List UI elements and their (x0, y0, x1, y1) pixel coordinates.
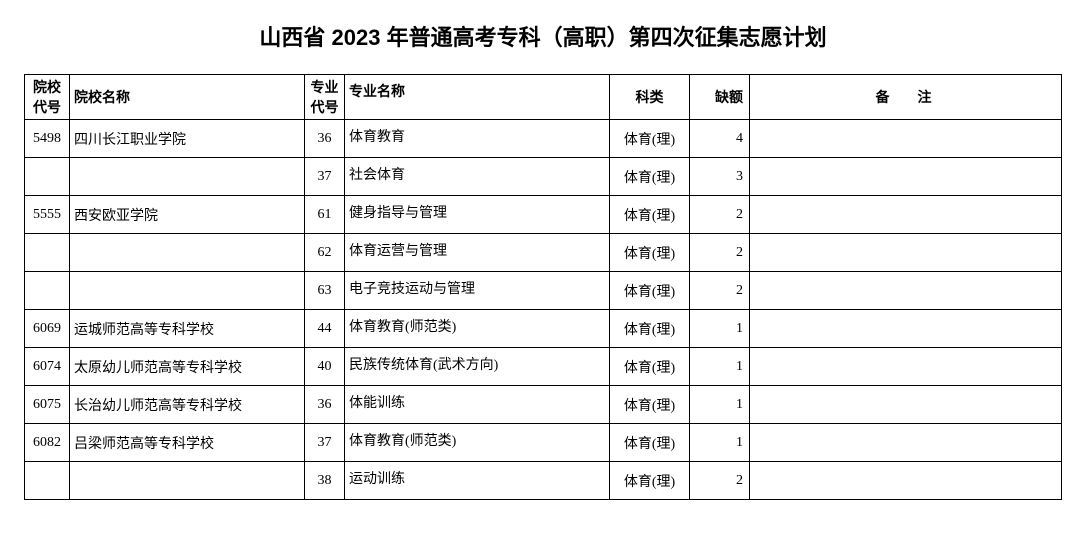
cell-subject: 体育(理) (610, 462, 690, 500)
cell-remark (750, 348, 1062, 386)
cell-subject: 体育(理) (610, 234, 690, 272)
header-row: 院校代号 院校名称 专业代号 专业名称 科类 缺额 备注 (25, 75, 1062, 120)
cell-major-code: 44 (305, 310, 345, 348)
cell-school-name: 长治幼儿师范高等专科学校 (70, 386, 305, 424)
cell-remark (750, 310, 1062, 348)
table-row: 37社会体育体育(理)3 (25, 158, 1062, 196)
cell-subject: 体育(理) (610, 386, 690, 424)
cell-vacancy: 4 (690, 120, 750, 158)
cell-remark (750, 158, 1062, 196)
table-row: 63电子竞技运动与管理体育(理)2 (25, 272, 1062, 310)
cell-subject: 体育(理) (610, 120, 690, 158)
cell-school-code: 6074 (25, 348, 70, 386)
cell-remark (750, 196, 1062, 234)
col-header-major-name: 专业名称 (345, 75, 610, 120)
cell-school-name (70, 272, 305, 310)
col-header-subject: 科类 (610, 75, 690, 120)
cell-major-code: 40 (305, 348, 345, 386)
col-header-major-code: 专业代号 (305, 75, 345, 120)
cell-vacancy: 2 (690, 462, 750, 500)
cell-school-code (25, 158, 70, 196)
cell-vacancy: 2 (690, 196, 750, 234)
cell-school-code: 6082 (25, 424, 70, 462)
cell-school-name (70, 462, 305, 500)
cell-school-code (25, 462, 70, 500)
cell-school-code: 5555 (25, 196, 70, 234)
cell-major-name: 运动训练 (345, 462, 610, 500)
cell-major-code: 36 (305, 120, 345, 158)
cell-school-name (70, 234, 305, 272)
cell-major-name: 社会体育 (345, 158, 610, 196)
cell-vacancy: 2 (690, 234, 750, 272)
cell-subject: 体育(理) (610, 272, 690, 310)
page-title: 山西省 2023 年普通高考专科（高职）第四次征集志愿计划 (24, 20, 1062, 52)
table-row: 6069运城师范高等专科学校44体育教育(师范类)体育(理)1 (25, 310, 1062, 348)
cell-major-name: 电子竞技运动与管理 (345, 272, 610, 310)
plan-table: 院校代号 院校名称 专业代号 专业名称 科类 缺额 备注 5498四川长江职业学… (24, 74, 1062, 500)
cell-major-name: 体育运营与管理 (345, 234, 610, 272)
cell-major-code: 36 (305, 386, 345, 424)
cell-subject: 体育(理) (610, 424, 690, 462)
cell-school-code: 6069 (25, 310, 70, 348)
cell-remark (750, 386, 1062, 424)
table-row: 6082吕梁师范高等专科学校37体育教育(师范类)体育(理)1 (25, 424, 1062, 462)
cell-school-name: 吕梁师范高等专科学校 (70, 424, 305, 462)
col-header-school-name: 院校名称 (70, 75, 305, 120)
cell-major-code: 37 (305, 424, 345, 462)
cell-vacancy: 1 (690, 386, 750, 424)
cell-subject: 体育(理) (610, 158, 690, 196)
cell-major-name: 体育教育(师范类) (345, 424, 610, 462)
cell-school-name: 太原幼儿师范高等专科学校 (70, 348, 305, 386)
cell-major-code: 62 (305, 234, 345, 272)
cell-major-name: 体育教育(师范类) (345, 310, 610, 348)
cell-remark (750, 120, 1062, 158)
cell-vacancy: 3 (690, 158, 750, 196)
cell-subject: 体育(理) (610, 348, 690, 386)
cell-school-name: 运城师范高等专科学校 (70, 310, 305, 348)
cell-major-name: 体能训练 (345, 386, 610, 424)
cell-remark (750, 462, 1062, 500)
cell-vacancy: 2 (690, 272, 750, 310)
col-header-school-code: 院校代号 (25, 75, 70, 120)
col-header-remark: 备注 (750, 75, 1062, 120)
cell-remark (750, 234, 1062, 272)
cell-subject: 体育(理) (610, 310, 690, 348)
table-row: 5555西安欧亚学院61健身指导与管理体育(理)2 (25, 196, 1062, 234)
cell-remark (750, 272, 1062, 310)
cell-school-code (25, 272, 70, 310)
cell-vacancy: 1 (690, 348, 750, 386)
cell-subject: 体育(理) (610, 196, 690, 234)
cell-school-code: 5498 (25, 120, 70, 158)
cell-major-code: 37 (305, 158, 345, 196)
cell-major-code: 63 (305, 272, 345, 310)
cell-vacancy: 1 (690, 310, 750, 348)
table-row: 6074太原幼儿师范高等专科学校40民族传统体育(武术方向)体育(理)1 (25, 348, 1062, 386)
cell-major-name: 体育教育 (345, 120, 610, 158)
cell-remark (750, 424, 1062, 462)
cell-vacancy: 1 (690, 424, 750, 462)
table-row: 38运动训练体育(理)2 (25, 462, 1062, 500)
cell-major-code: 61 (305, 196, 345, 234)
table-row: 6075长治幼儿师范高等专科学校36体能训练体育(理)1 (25, 386, 1062, 424)
cell-school-name (70, 158, 305, 196)
cell-major-name: 民族传统体育(武术方向) (345, 348, 610, 386)
cell-school-name: 四川长江职业学院 (70, 120, 305, 158)
cell-school-name: 西安欧亚学院 (70, 196, 305, 234)
cell-major-name: 健身指导与管理 (345, 196, 610, 234)
cell-school-code: 6075 (25, 386, 70, 424)
table-body: 5498四川长江职业学院36体育教育体育(理)437社会体育体育(理)35555… (25, 120, 1062, 500)
cell-school-code (25, 234, 70, 272)
table-row: 5498四川长江职业学院36体育教育体育(理)4 (25, 120, 1062, 158)
table-row: 62体育运营与管理体育(理)2 (25, 234, 1062, 272)
cell-major-code: 38 (305, 462, 345, 500)
col-header-vacancy: 缺额 (690, 75, 750, 120)
